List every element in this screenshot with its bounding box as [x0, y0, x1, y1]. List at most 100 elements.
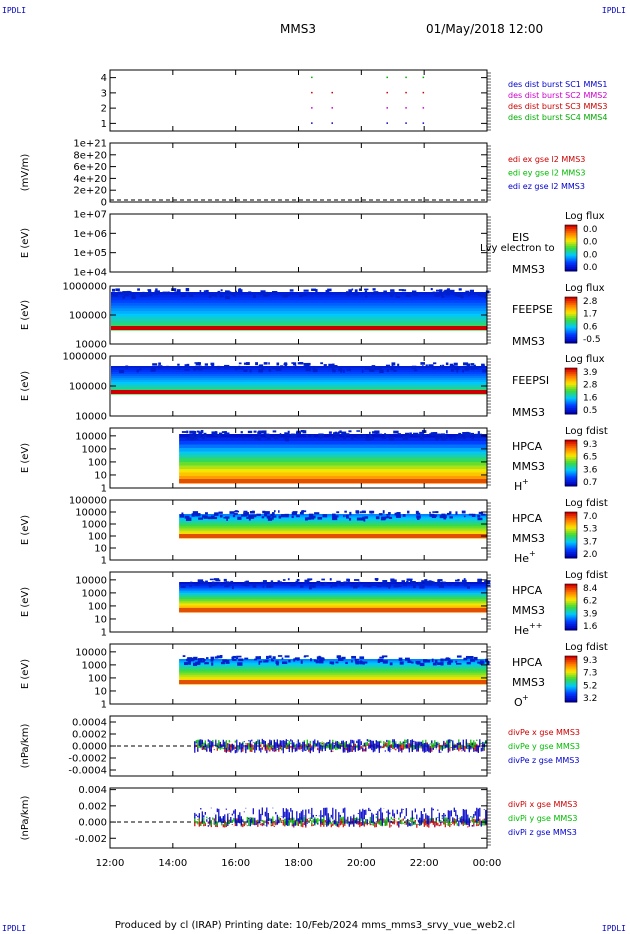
hpca_hepp-species-charge: ++ [529, 621, 542, 630]
hpca_o-speckle-99 [187, 657, 193, 661]
edi-ylabel: (mV/m) [20, 154, 31, 192]
hpca_o-ytick-label-4: 10 [94, 686, 107, 697]
hpca_he-species-charge: + [529, 549, 536, 558]
feepse-colorbar-step [565, 300, 577, 304]
hpca_he-speckle-12 [441, 513, 446, 517]
hpca_hepp-speckle-138 [409, 579, 413, 583]
hpca_he-speckle-44 [243, 512, 248, 515]
hpca_h-speckle-125 [429, 433, 434, 435]
feepsi-colorbar-step [565, 400, 577, 403]
hpca_hepp-speckle-39 [323, 581, 328, 585]
hpca_he-speckle-97 [184, 515, 190, 519]
feepsi-speckle-83 [238, 362, 242, 365]
hpca_h-speckle-65 [335, 435, 340, 439]
feepse-speckle-71 [309, 293, 312, 296]
hpca_h-speckle-40 [470, 432, 475, 436]
feepsi-colorbar-step [565, 387, 577, 390]
hpca_hepp-speckle-69 [290, 583, 296, 587]
hpca_hepp-speckle-78 [194, 583, 200, 587]
feepse-band-2 [111, 294, 487, 299]
hpca_o-speckle-120 [359, 661, 364, 665]
hpca_o-colorbar-step [565, 690, 577, 693]
hpca_he-speckle-119 [396, 514, 402, 518]
hpca_hepp-speckle-125 [220, 583, 224, 586]
eis-ytick-label-3: 1e+05 [73, 248, 107, 259]
hpca_hepp-band-9 [179, 599, 487, 602]
divpi-ytick-label-2: 0.002 [78, 801, 107, 812]
hpca_he-colorbar-step [565, 527, 577, 530]
feepsi-ytick-label-3: 10000 [75, 412, 107, 423]
feepsi-speckle-119 [216, 365, 221, 370]
feepse-speckle-64 [122, 295, 126, 299]
hpca_o-speckle-137 [355, 660, 358, 664]
eis-colorbar-step [565, 236, 577, 239]
hpca_h-band-12 [179, 472, 487, 477]
hpca_he-speckle-126 [281, 514, 285, 518]
hpca_he-band-10 [179, 529, 487, 532]
hpca_hepp-speckle-16 [209, 578, 214, 581]
hpca_h-speckle-116 [285, 432, 290, 436]
hpca_o-colorbar-step [565, 700, 577, 703]
feepsi-speckle-90 [258, 365, 263, 368]
feepse-colorbar-tick-1: 2.8 [583, 297, 598, 307]
time-tick-label-5: 20:00 [347, 858, 376, 869]
hpca_hepp-speckle-19 [336, 580, 341, 583]
hpca_o-speckle-43 [197, 658, 203, 661]
hpca_he-species: He [514, 552, 529, 565]
feepse-speckle-17 [147, 289, 152, 291]
feepsi-band-6 [111, 376, 487, 379]
hpca_hepp-speckle-79 [440, 583, 444, 586]
feepse-colorbar-step [565, 327, 577, 331]
hpca_o-speckle-105 [310, 658, 312, 662]
hpca_h-speckle-121 [417, 433, 423, 437]
hpca_h-band-9 [179, 462, 487, 467]
feepse-speckle-106 [370, 291, 375, 294]
hpca_o-speckle-46 [281, 661, 288, 665]
hpca_he-colorbar-step [565, 529, 577, 532]
feepsi-speckle-55 [338, 368, 342, 371]
feepsi-speckle-64 [184, 364, 189, 368]
hpca_he-speckle-18 [291, 512, 298, 516]
feepse-speckle-61 [174, 291, 179, 293]
feepsi-speckle-69 [340, 366, 342, 370]
feepsi-colorbar-step [565, 375, 577, 379]
hpca_o-speckle-135 [440, 662, 444, 666]
hpca_h-speckle-79 [265, 434, 271, 437]
hpca_hepp-colorbar-step [565, 620, 577, 623]
divpe-legend-3: divPe z gse MMS3 [508, 756, 579, 765]
eis-colorbar-step [565, 253, 577, 257]
hpca_he-speckle-93 [363, 517, 366, 522]
hpca_h-speckle-102 [402, 437, 408, 440]
hpca_o-colorbar-tick-4: 3.2 [583, 694, 597, 704]
divpi-frame [109, 787, 488, 849]
feepse-band-3 [111, 297, 487, 301]
feepsi-speckle-24 [136, 369, 139, 373]
hpca_h-speckle-114 [375, 431, 378, 435]
hpca_h-colorbar-step [565, 457, 577, 460]
feepsi-speckle-34 [166, 365, 169, 369]
divpe-ylabel: (nPa/km) [20, 724, 31, 769]
hpca_h-speckle-93 [389, 437, 395, 441]
hpca_o-colorbar-step [565, 663, 577, 667]
feepse-speckle-120 [315, 289, 318, 293]
hpca_h-speckle-111 [471, 437, 474, 440]
hpca_h-speckle-129 [186, 430, 189, 434]
burst-legend-1: des dist burst SC1 MMS1 [508, 80, 607, 89]
hpca_he-speckle-107 [292, 511, 298, 513]
edi-ytick-label-2: 8e+20 [73, 150, 107, 161]
feepse-speckle-94 [154, 292, 158, 296]
divpe-series-3 [194, 738, 487, 754]
hpca_hepp-speckle-89 [215, 583, 217, 586]
hpca_o-band-5 [179, 666, 487, 669]
hpca_h-speckle-1 [453, 436, 456, 441]
feepse-speckle-18 [167, 291, 170, 294]
hpca_he-colorbar-step [565, 554, 577, 557]
hpca_he-speckle-123 [309, 516, 314, 519]
time-tick-label-1: 12:00 [96, 858, 125, 869]
hpca_h-speckle-33 [196, 430, 200, 433]
hpca_o-speckle-44 [425, 659, 431, 663]
feepse-colorbar-step [565, 333, 577, 336]
hpca_hepp-speckle-23 [189, 585, 193, 587]
hpca_hepp-speckle-51 [278, 581, 282, 585]
hpca_he-speckle-124 [333, 515, 339, 518]
